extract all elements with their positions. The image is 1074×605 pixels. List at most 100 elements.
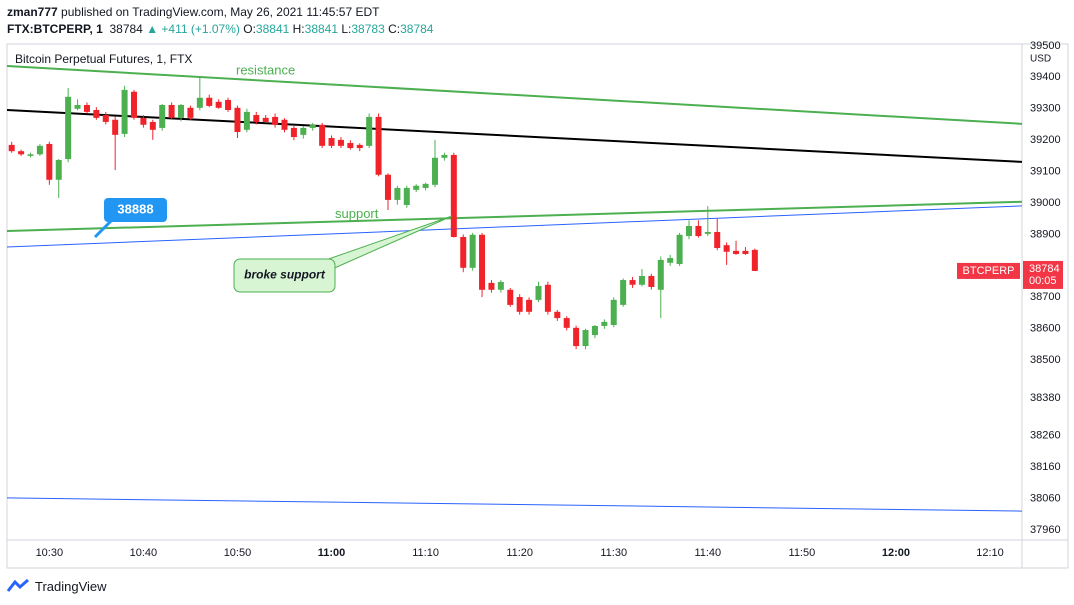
candle-body [685,225,692,237]
ohlc-line: FTX:BTCPERP, 1 38784 ▲ +411 (+1.07%) O:3… [7,22,433,36]
ohlc-value: 38841 [304,22,339,36]
candle-body [112,119,119,135]
candle-body [83,104,90,112]
y-tick-label: 37960 [1030,524,1061,536]
candle-body [488,282,495,290]
chart-title: Bitcoin Perpetual Futures, 1, FTX [15,52,192,66]
candle-body [573,327,580,347]
frame [6,43,1069,569]
candle-body [432,157,439,185]
candle-body [460,236,467,268]
candle-body [516,297,523,312]
candle-body [366,116,373,146]
author: zman777 [7,5,58,19]
candle-body [723,245,730,252]
candle-body [413,185,420,190]
candle-body [469,234,476,268]
y-tick-label: 39500 [1030,40,1061,52]
y-tick-label: 38260 [1030,430,1061,442]
candle-body [55,159,62,180]
price-tag-value: 38784 [1029,263,1060,275]
y-tick-label: 39000 [1030,197,1061,209]
candle-body [196,97,203,108]
candle-body [253,115,260,122]
candle-body [234,107,241,133]
callout-text: broke support [244,268,326,282]
y-tick-label: 38160 [1030,461,1061,473]
candle-body [93,110,100,118]
y-tick-label: 39200 [1030,134,1061,146]
ohlc-label: H: [292,22,305,36]
candle-body [620,280,627,305]
y-tick-label: 39300 [1030,103,1061,115]
callout-box [104,198,167,222]
candle-body [8,144,15,152]
candle-body [36,145,43,155]
x-tick-label: 11:20 [506,547,533,559]
candle-body [450,154,457,237]
y-axis-label: USD [1030,54,1051,65]
chart: Bitcoin Perpetual Futures, 1, FTX USD 39… [6,40,1069,569]
x-tick-label: 12:00 [882,547,910,559]
candle-body [27,154,34,156]
candle-body [479,234,486,290]
candle-body [535,286,542,300]
candle-body [422,183,429,188]
trend-label: resistance [236,62,295,77]
candle-body [281,119,288,130]
candle-body [554,311,561,319]
ohlc-item: C:38784 [388,22,433,36]
candle-body [309,124,316,128]
ohlc-item: L:38783 [341,22,388,36]
symbol: FTX:BTCPERP, 1 [7,22,103,36]
candle-body [178,104,185,118]
x-tick-label: 10:50 [224,547,252,559]
y-tick-label: 38380 [1030,392,1061,404]
candle-body [667,258,674,263]
publish-line: zman777 published on TradingView.com, Ma… [7,5,379,19]
candle-body [601,321,608,326]
candle-body [337,139,344,146]
plot: resistance support 38888 broke support [7,62,1022,512]
candle-body [507,289,514,305]
candle-body [206,97,213,106]
candle-body [328,137,335,146]
candle-body [356,144,363,149]
price-tag-box [1023,260,1063,289]
candle-body [563,318,570,328]
ohlc-value: 38784 [400,22,434,36]
candle-body [714,231,721,248]
candle-body [544,284,551,312]
price-tag-symbol: BTCPERP [963,265,1015,277]
candle-body [149,121,156,130]
x-tick-label: 11:00 [318,547,346,559]
ohlc-label: O: [243,22,256,36]
candle-body [403,187,410,205]
candle-body [733,250,740,254]
candle-body [638,275,645,285]
candle-body [225,99,232,111]
candle-body [243,111,250,130]
trend-line [7,65,1022,125]
footer-text: TradingView [35,578,107,594]
trend-line [7,205,1022,248]
candle-body [65,96,72,160]
callout-pointer [93,218,114,239]
candle-body [74,104,81,109]
candle-body [676,234,683,265]
x-tick-label: 10:40 [130,547,158,559]
price-tag-countdown: 00:05 [1029,275,1057,287]
candle-body [102,115,109,122]
published: published on TradingView.com, May 26, 20… [61,5,380,19]
ohlc-value: 38841 [255,22,290,36]
candle-body [441,154,448,158]
trend-line [7,497,1022,512]
candle-body [375,116,382,175]
y-tick-label: 39400 [1030,71,1061,83]
callout-box [233,258,336,293]
candle-body [394,187,401,200]
candle-body [704,231,711,234]
candle-body [272,116,279,125]
y-tick-label: 38600 [1030,323,1061,335]
candle-body [319,124,326,146]
